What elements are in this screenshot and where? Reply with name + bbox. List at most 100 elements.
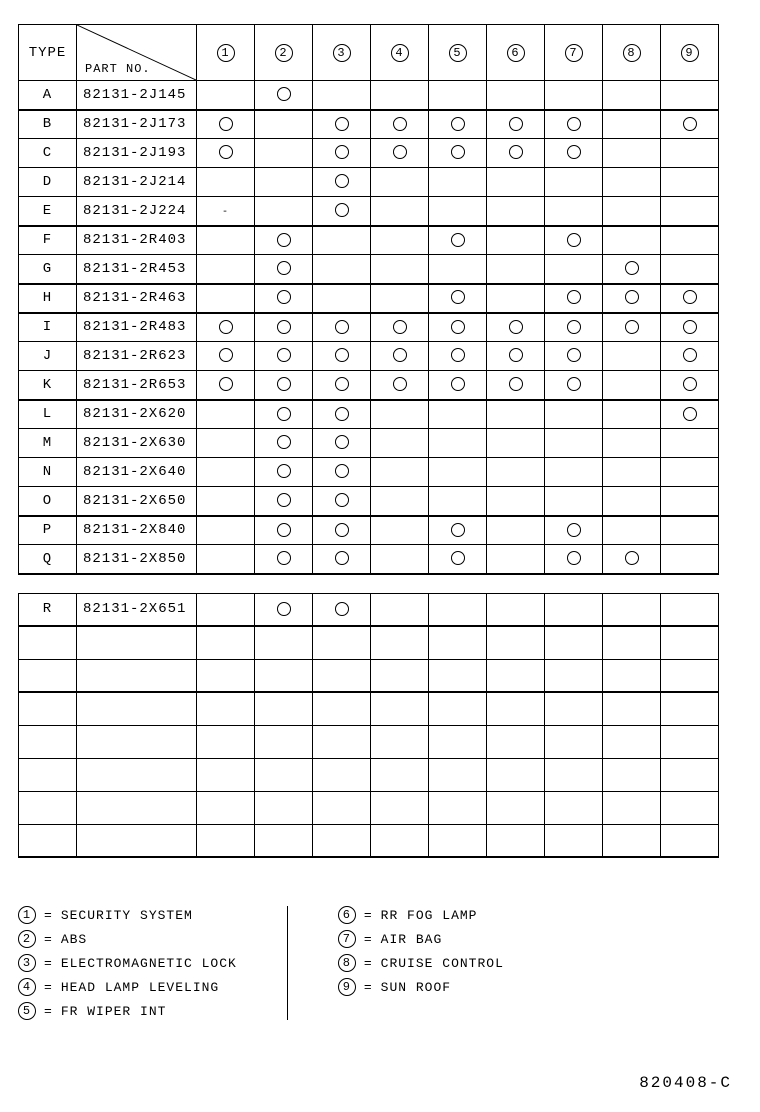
circle-mark-icon (335, 320, 349, 334)
type-cell: M (19, 429, 77, 458)
circle-mark-icon (277, 377, 291, 391)
option-cell (487, 371, 545, 400)
option-cell (661, 313, 719, 342)
type-cell: H (19, 284, 77, 313)
option-cell (429, 692, 487, 725)
table-row: N82131-2X640 (19, 458, 719, 487)
option-cell (371, 593, 429, 626)
option-cell (255, 429, 313, 458)
option-cell (661, 659, 719, 692)
option-cell (313, 226, 371, 255)
option-cell (255, 758, 313, 791)
option-cell (545, 197, 603, 226)
option-cell (487, 429, 545, 458)
option-cell (371, 487, 429, 516)
option-cell (197, 342, 255, 371)
table-row: I82131-2R483 (19, 313, 719, 342)
option-cell (545, 255, 603, 284)
circle-mark-icon (567, 320, 581, 334)
document-id: 820408-C (639, 1074, 732, 1092)
legend-text: HEAD LAMP LEVELING (61, 980, 219, 995)
option-cell (255, 626, 313, 659)
circle-mark-icon (335, 523, 349, 537)
option-cell (661, 255, 719, 284)
circle-mark-icon (219, 377, 233, 391)
table-row: G82131-2R453 (19, 255, 719, 284)
header-col-8: 8 (603, 25, 661, 81)
part-number-cell: 82131-2X651 (77, 593, 197, 626)
legend-equals: = (364, 908, 373, 923)
option-cell (545, 659, 603, 692)
circle-mark-icon (509, 145, 523, 159)
circle-mark-icon (683, 117, 697, 131)
part-number-cell: 82131-2X640 (77, 458, 197, 487)
header-col-3: 3 (313, 25, 371, 81)
circle-mark-icon (451, 551, 465, 565)
legend-text: AIR BAG (381, 932, 443, 947)
legend-number-icon: 3 (18, 954, 36, 972)
legend-divider (287, 906, 288, 1020)
option-cell (429, 626, 487, 659)
header-part-label: PART NO. (85, 62, 151, 76)
circle-mark-icon (451, 320, 465, 334)
option-cell (313, 659, 371, 692)
option-cell (371, 313, 429, 342)
legend-equals: = (44, 1004, 53, 1019)
part-number-cell: 82131-2J173 (77, 110, 197, 139)
option-cell (371, 692, 429, 725)
option-cell (487, 255, 545, 284)
option-cell (545, 313, 603, 342)
legend-text: RR FOG LAMP (381, 908, 478, 923)
circle-mark-icon (451, 290, 465, 304)
circle-mark-icon (393, 145, 407, 159)
legend-number-icon: 4 (18, 978, 36, 996)
table-row (19, 626, 719, 659)
circle-mark-icon (567, 377, 581, 391)
option-cell (255, 593, 313, 626)
circle-mark-icon (335, 145, 349, 159)
type-cell: E (19, 197, 77, 226)
circle-mark-icon (335, 174, 349, 188)
option-cell (255, 313, 313, 342)
part-number-cell: 82131-2X650 (77, 487, 197, 516)
option-cell (255, 400, 313, 429)
part-number-cell: 82131-2R453 (77, 255, 197, 284)
option-cell (255, 81, 313, 110)
option-cell (487, 725, 545, 758)
option-cell (487, 791, 545, 824)
option-cell (487, 197, 545, 226)
option-cell (487, 110, 545, 139)
option-cell (255, 458, 313, 487)
circle-mark-icon (219, 320, 233, 334)
option-cell (371, 725, 429, 758)
circle-mark-icon (567, 290, 581, 304)
legend: 1=SECURITY SYSTEM2=ABS3=ELECTROMAGNETIC … (18, 906, 742, 1020)
option-cell (487, 168, 545, 197)
option-cell (197, 758, 255, 791)
option-cell (487, 692, 545, 725)
option-cell (197, 284, 255, 313)
option-cell (661, 692, 719, 725)
type-cell: K (19, 371, 77, 400)
legend-number-icon: 5 (18, 1002, 36, 1020)
type-cell: C (19, 139, 77, 168)
option-cell (429, 255, 487, 284)
option-cell (255, 516, 313, 545)
option-cell: - (197, 197, 255, 226)
table-row: D82131-2J214 (19, 168, 719, 197)
table-row: L82131-2X620 (19, 400, 719, 429)
circle-mark-icon (451, 117, 465, 131)
option-cell (197, 725, 255, 758)
option-cell (255, 791, 313, 824)
option-cell (313, 593, 371, 626)
circle-mark-icon (335, 551, 349, 565)
table-row: J82131-2R623 (19, 342, 719, 371)
table-row: C82131-2J193 (19, 139, 719, 168)
option-cell (661, 197, 719, 226)
option-cell (545, 626, 603, 659)
circle-mark-icon (277, 464, 291, 478)
option-cell (197, 400, 255, 429)
option-cell (661, 824, 719, 857)
circle-mark-icon (683, 320, 697, 334)
circle-mark-icon (277, 407, 291, 421)
